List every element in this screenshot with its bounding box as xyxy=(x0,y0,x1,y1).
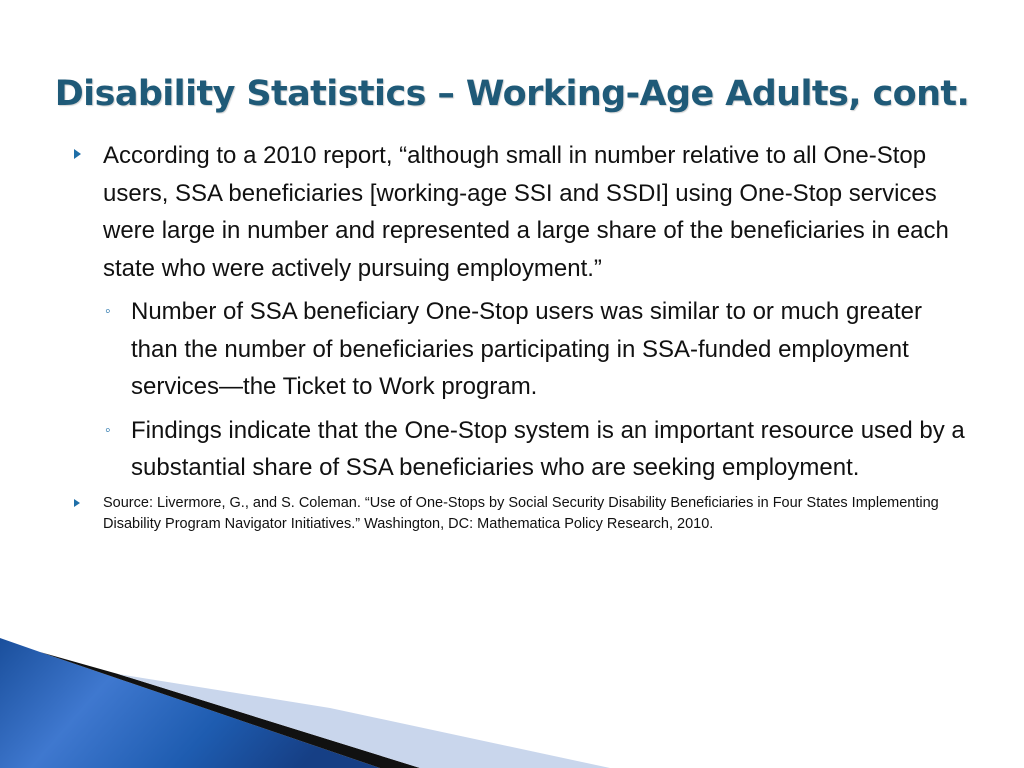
triangle-bullet-icon xyxy=(74,149,81,159)
sub-bullet-1-text: Number of SSA beneficiary One-Stop users… xyxy=(131,298,922,400)
bullet-main-text: According to a 2010 report, “although sm… xyxy=(103,142,949,282)
corner-swoosh-decoration xyxy=(0,638,610,768)
slide-body: According to a 2010 report, “although sm… xyxy=(74,137,974,535)
triangle-bullet-icon xyxy=(74,498,80,507)
circle-bullet-icon: ◦ xyxy=(105,303,111,320)
bullet-main: According to a 2010 report, “although sm… xyxy=(74,137,974,287)
source-citation: Source: Livermore, G., and S. Coleman. “… xyxy=(74,493,974,535)
source-citation-text: Source: Livermore, G., and S. Coleman. “… xyxy=(103,494,939,532)
sub-bullet-2: ◦ Findings indicate that the One-Stop sy… xyxy=(103,412,974,487)
sub-bullet-2-text: Findings indicate that the One-Stop syst… xyxy=(131,416,965,482)
sub-bullet-1: ◦ Number of SSA beneficiary One-Stop use… xyxy=(103,293,974,406)
decor-light-stripe xyxy=(118,674,610,768)
decor-dark-stripe xyxy=(40,652,420,768)
slide-title: Disability Statistics – Working-Age Adul… xyxy=(54,74,970,114)
circle-bullet-icon: ◦ xyxy=(105,421,111,439)
decor-blue-shape xyxy=(0,638,380,768)
